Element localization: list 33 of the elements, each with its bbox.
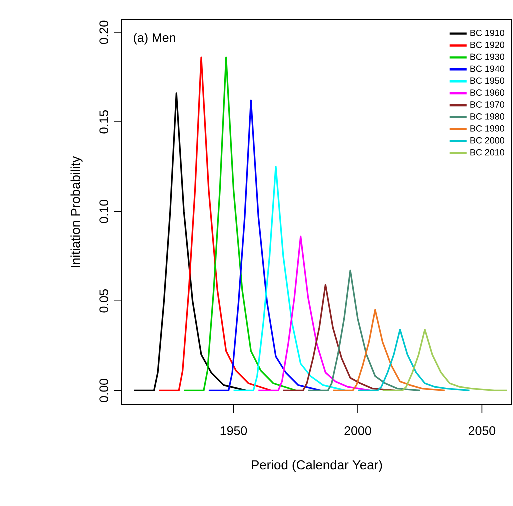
x-tick-label: 2050: [468, 426, 496, 436]
legend-label: BC 1950: [470, 78, 505, 84]
line-series: [232, 166, 346, 392]
x-tick-label: 2000: [344, 426, 372, 436]
line-series: [158, 56, 272, 392]
legend-label: BC 2010: [470, 149, 505, 156]
y-tick-label: 0.15: [100, 110, 108, 134]
line-series: [208, 100, 322, 392]
y-tick-label: 0.10: [100, 200, 108, 224]
line-series: [258, 236, 372, 392]
legend-label: BC 2000: [470, 137, 505, 144]
legend-label: BC 1970: [470, 102, 505, 108]
y-tick-label: 0.05: [100, 290, 108, 313]
legend-label: BC 1980: [470, 114, 505, 120]
y-tick-label: 0.20: [100, 20, 108, 44]
y-tick-label: 0.00: [100, 379, 108, 402]
annotation: (a) Men: [134, 33, 176, 45]
legend-label: BC 1930: [470, 54, 505, 60]
line-series: [134, 92, 248, 392]
legend-label: BC 1920: [470, 42, 505, 48]
legend-label: BC 1990: [470, 125, 505, 132]
line-series: [382, 328, 508, 392]
legend-label: BC 1960: [470, 90, 505, 96]
x-axis-title: Period (Calendar Year): [252, 460, 382, 472]
legend-label: BC 1940: [470, 66, 505, 72]
line-series: [357, 328, 471, 392]
x-tick-label: 1950: [220, 426, 248, 436]
line-series: [332, 309, 446, 392]
line-series: [308, 270, 421, 392]
line-series: [183, 56, 297, 392]
y-axis-title: Initiation Probability: [70, 156, 83, 268]
line-series: [282, 284, 396, 392]
legend-label: BC 1910: [470, 30, 505, 36]
